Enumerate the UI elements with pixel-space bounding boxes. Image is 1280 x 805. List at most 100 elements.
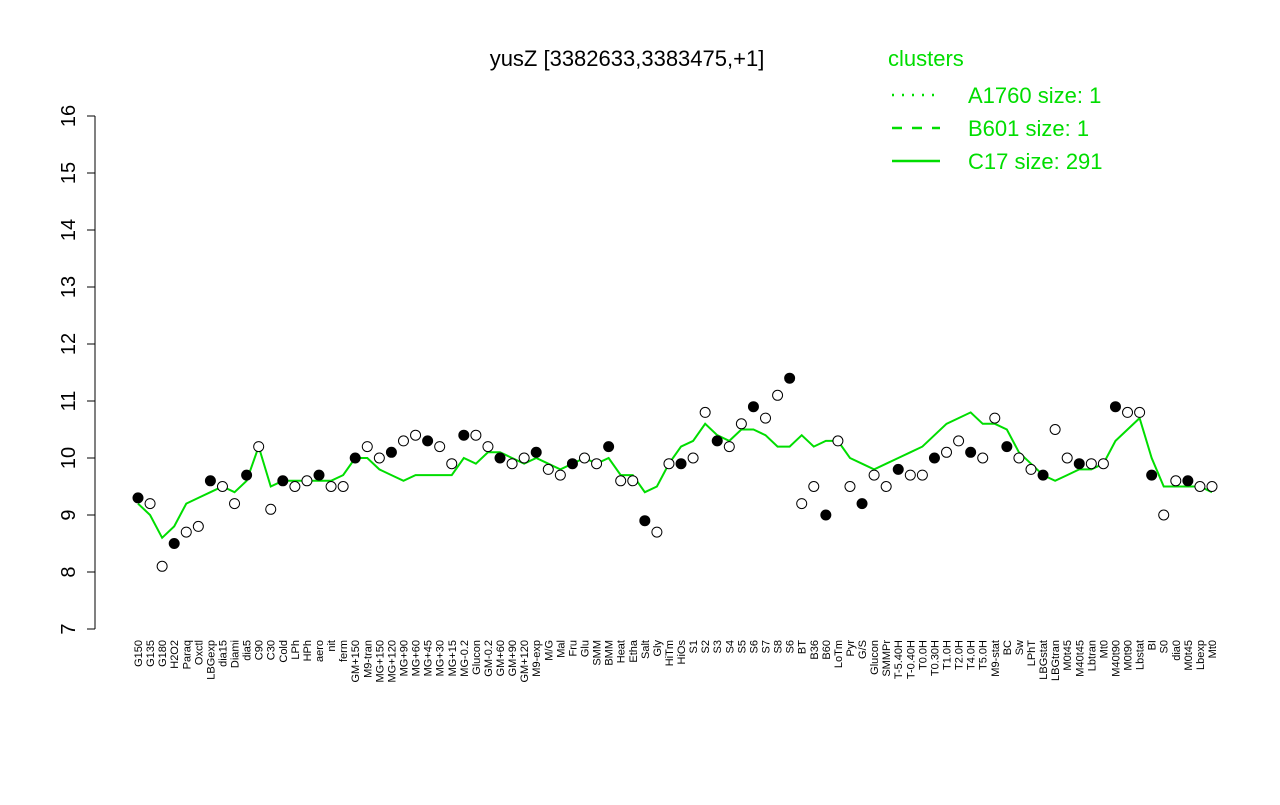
x-tick-label: nit — [326, 640, 338, 652]
x-tick-label: SMMPr — [881, 640, 893, 677]
x-tick-label: M0t45 — [1183, 640, 1195, 671]
x-tick-label: Glucon — [869, 640, 881, 675]
x-tick-label: BMM — [604, 640, 616, 666]
point — [434, 441, 446, 453]
x-tick-label: Etha — [628, 639, 640, 663]
point — [361, 441, 373, 453]
x-tick-label: MG+90 — [398, 640, 410, 676]
x-tick-label: LPhT — [1026, 640, 1038, 667]
point — [325, 481, 337, 492]
point — [397, 435, 409, 447]
point — [1001, 441, 1013, 453]
point — [506, 458, 518, 470]
x-tick-label: Diami — [230, 640, 242, 668]
point — [566, 458, 578, 470]
point — [156, 560, 168, 572]
point — [953, 435, 965, 447]
x-tick-label: M40t45 — [1074, 640, 1086, 677]
x-tick-label: S3 — [712, 640, 724, 653]
point — [904, 469, 916, 481]
x-tick-label: Fru — [567, 640, 579, 657]
point — [132, 492, 144, 504]
x-tick-label: LoTm — [833, 640, 845, 668]
x-tick-label: B60 — [821, 640, 833, 660]
x-tick-label: MG-0.2 — [459, 640, 471, 677]
y-tick-label: 10 — [58, 447, 80, 469]
point — [289, 481, 301, 492]
x-tick-label: SMM — [592, 640, 604, 666]
point — [772, 389, 784, 401]
y-tick-label: 7 — [58, 623, 80, 634]
x-tick-label: M0t90 — [1123, 640, 1135, 671]
x-tick-label: T-0.40H — [905, 640, 917, 679]
point — [941, 446, 953, 458]
x-tick-label: LPh — [290, 640, 302, 660]
x-tick-label: T4.0H — [966, 640, 978, 670]
point — [446, 458, 458, 470]
x-tick-label: GM+120 — [519, 640, 531, 683]
point — [820, 509, 832, 521]
x-tick-label: GM+60 — [495, 640, 507, 676]
x-tick-label: M9-stat — [990, 640, 1002, 677]
point — [542, 463, 554, 475]
point — [494, 452, 506, 464]
x-tick-label: C90 — [254, 640, 266, 660]
point — [1158, 509, 1170, 521]
x-tick-label: M40t90 — [1110, 640, 1122, 677]
x-tick-label: BI — [1147, 640, 1159, 650]
point — [880, 481, 892, 492]
point — [1025, 463, 1037, 475]
point — [301, 475, 313, 487]
point — [711, 435, 723, 447]
x-tick-label: C30 — [266, 640, 278, 660]
point — [989, 412, 1001, 424]
point — [928, 452, 940, 464]
x-tick-label: dia15 — [217, 640, 229, 667]
point — [1097, 458, 1109, 470]
point — [1013, 452, 1025, 464]
x-tick-label: M9-tran — [362, 640, 374, 678]
point — [1206, 481, 1218, 492]
point — [615, 475, 627, 487]
point — [603, 441, 615, 453]
point — [1146, 469, 1158, 481]
point — [216, 481, 228, 492]
point — [784, 372, 796, 384]
x-tick-label: S4 — [724, 640, 736, 653]
legend-label: A1760 size: 1 — [968, 83, 1101, 108]
x-tick-label: MG+15 — [447, 640, 459, 676]
y-tick-label: 14 — [58, 219, 80, 241]
x-tick-label: S5 — [736, 640, 748, 653]
point — [591, 458, 603, 470]
x-tick-label: T2.0H — [954, 640, 966, 670]
y-tick-label: 11 — [58, 391, 80, 412]
x-tick-label: Paraq — [181, 640, 193, 669]
point — [482, 441, 494, 453]
x-tick-label: Heat — [616, 640, 628, 663]
point — [168, 538, 180, 549]
point — [1182, 475, 1194, 487]
x-tick-label: Gly — [652, 640, 664, 657]
x-tick-label: LBGtran — [1050, 640, 1062, 681]
x-tick-label: S0 — [1159, 640, 1171, 653]
x-tick-label: GM+90 — [507, 640, 519, 676]
x-tick-label: T5.0H — [978, 640, 990, 670]
point — [253, 441, 265, 453]
point — [1073, 458, 1085, 470]
x-tick-label: MG+120 — [386, 640, 398, 683]
point — [313, 469, 325, 481]
point — [518, 452, 530, 464]
point — [1049, 424, 1061, 435]
x-tick-label: aero — [314, 640, 326, 662]
point — [422, 435, 434, 447]
point — [349, 452, 361, 464]
point — [1122, 406, 1134, 418]
point — [144, 498, 156, 510]
x-tick-label: HiOs — [676, 640, 688, 665]
x-tick-label: S6 — [748, 640, 760, 653]
y-tick-label: 8 — [58, 566, 80, 577]
x-tick-label: Salt — [640, 640, 652, 659]
point — [651, 526, 663, 538]
x-tick-label: ferm — [338, 640, 350, 662]
